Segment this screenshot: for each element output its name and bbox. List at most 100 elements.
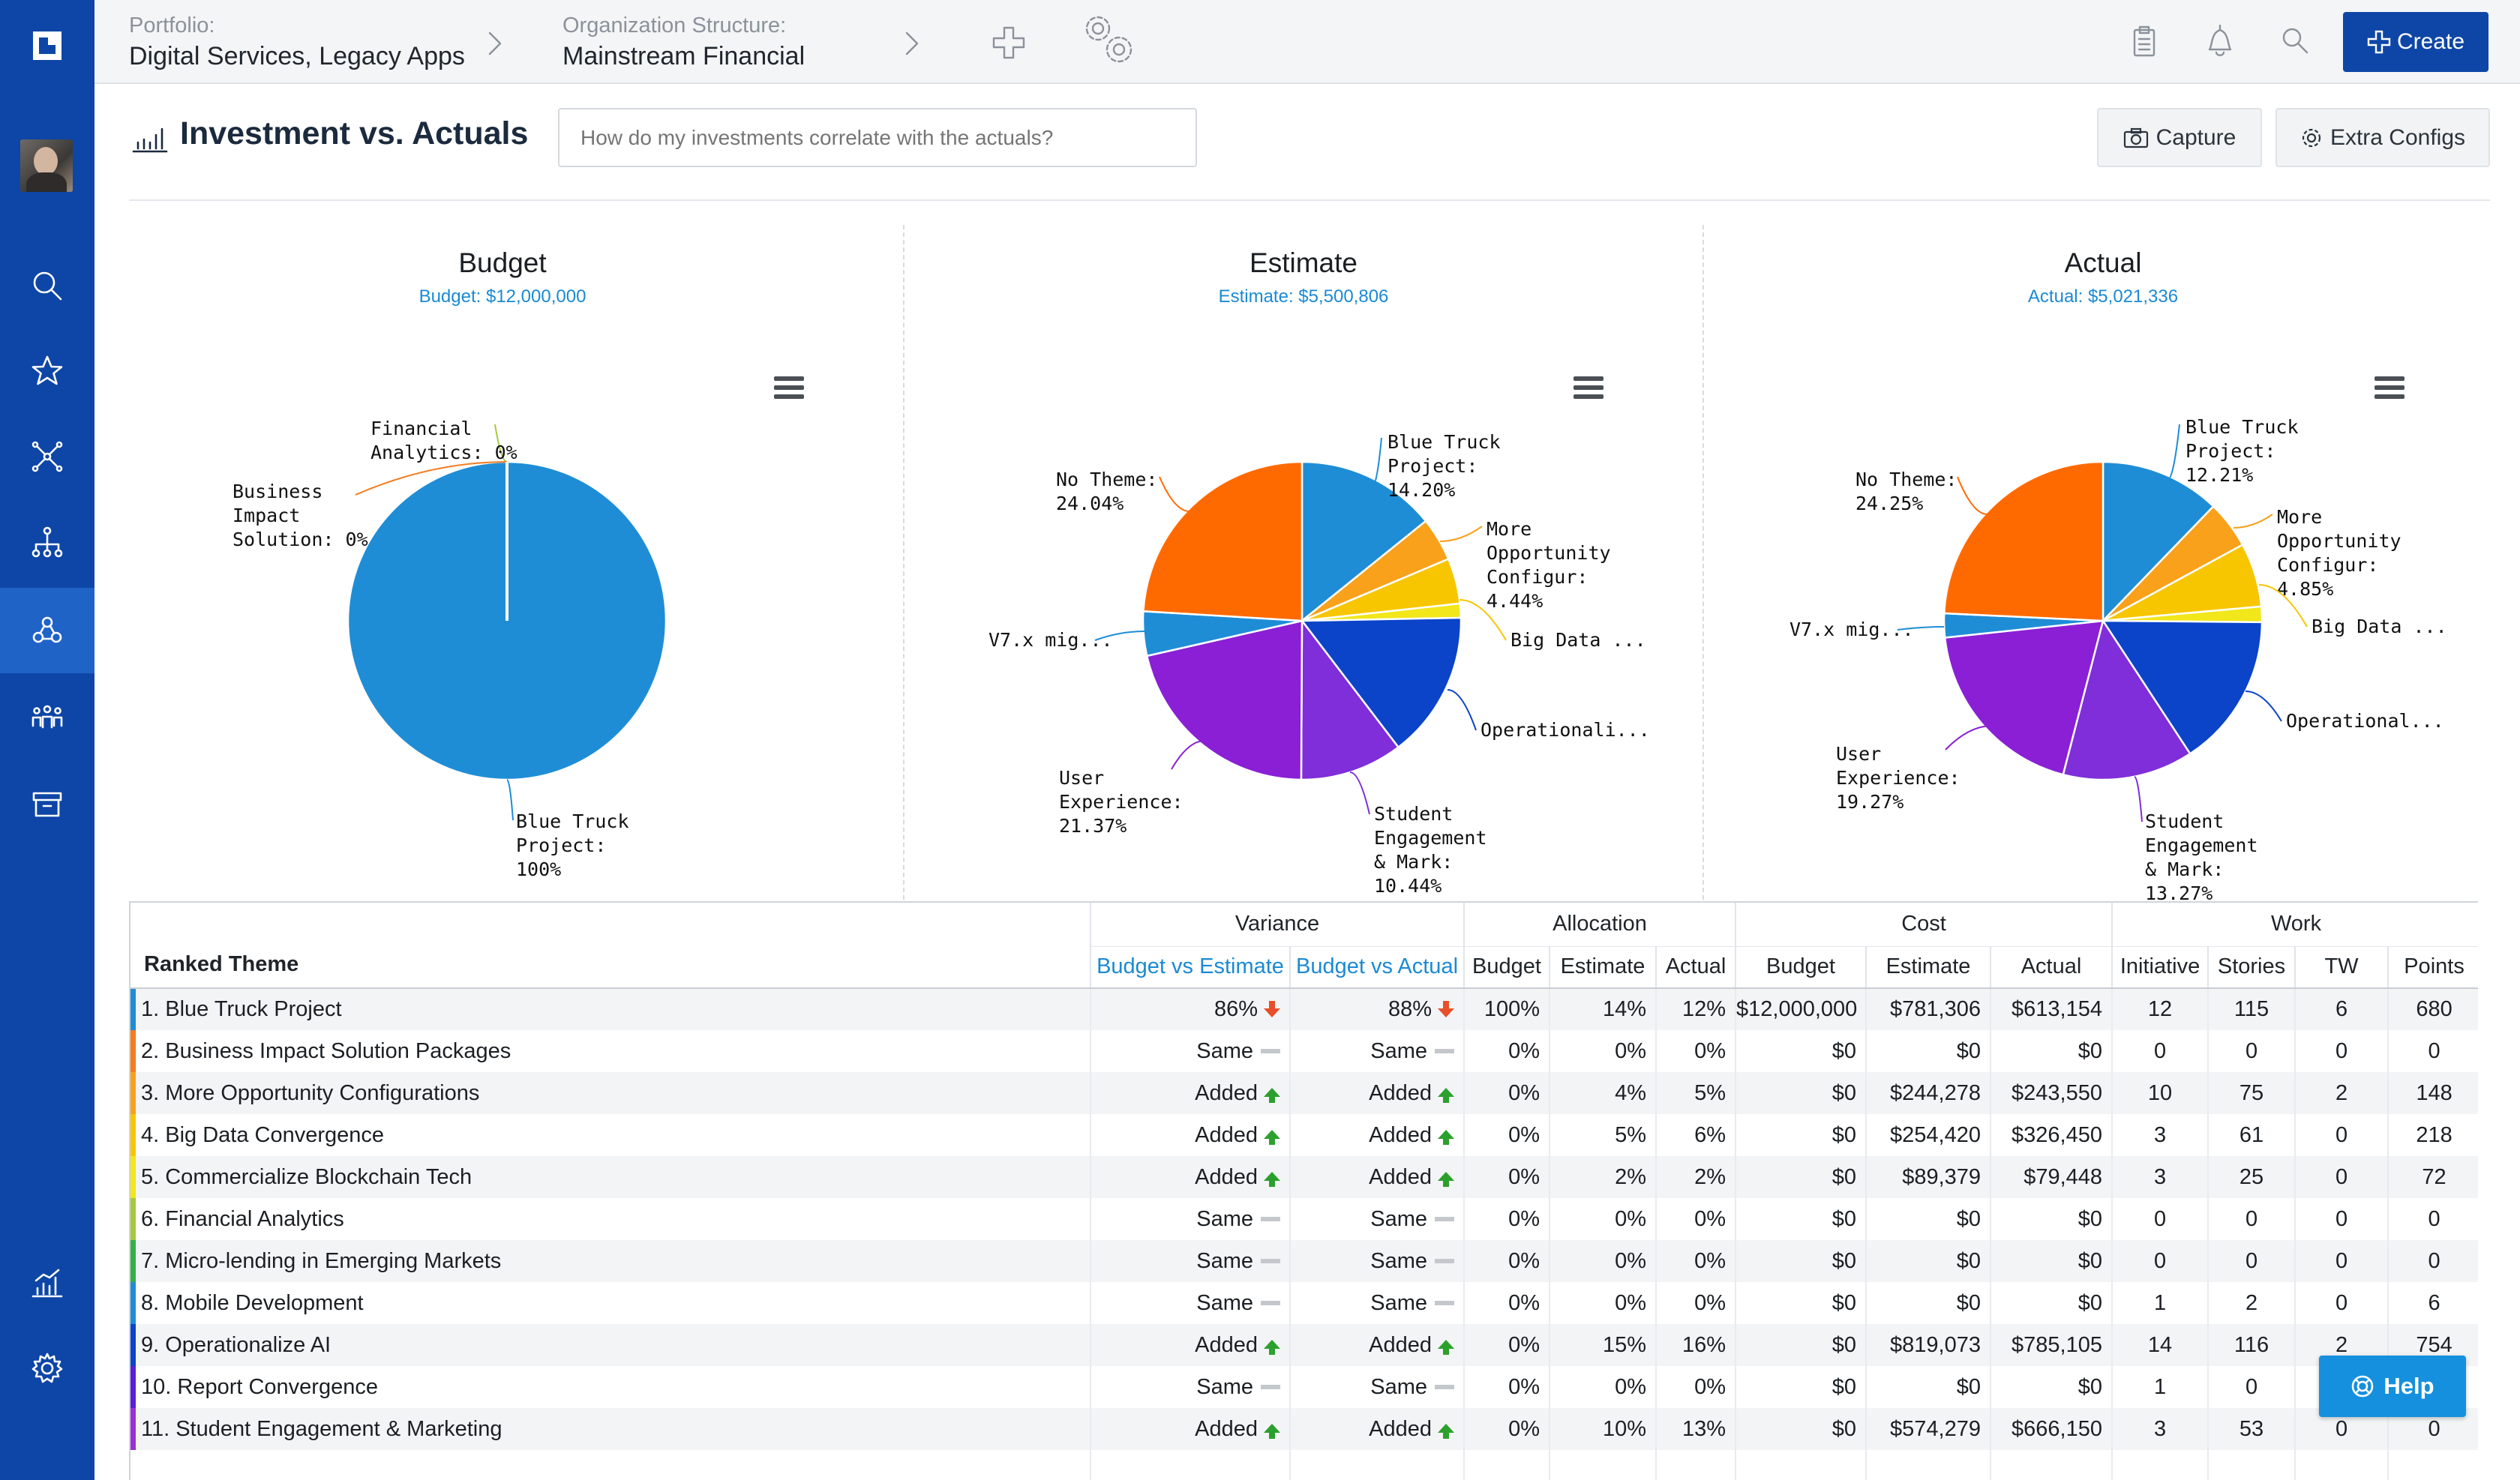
hierarchy-icon[interactable] — [0, 499, 94, 585]
chevron-right-icon[interactable] — [486, 30, 504, 61]
theme-name-cell[interactable]: 8. Mobile Development — [130, 1282, 1091, 1324]
allocation-actual-header[interactable]: Actual — [1656, 945, 1737, 989]
pie-slice[interactable] — [2062, 618, 2192, 781]
analytics-icon[interactable] — [0, 1240, 94, 1326]
allocation-cell: 14% — [1550, 988, 1657, 1030]
table-row[interactable]: 3. More Opportunity Configurations Added A… — [130, 1072, 2478, 1114]
work-tw-header[interactable]: TW — [2295, 945, 2390, 989]
org-value[interactable]: Mainstream Financial — [562, 42, 806, 70]
estimate-chart-title: Estimate — [1250, 247, 1358, 278]
theme-name-cell[interactable]: 5. Commercialize Blockchain Tech — [130, 1156, 1091, 1198]
search-icon[interactable] — [0, 243, 94, 328]
star-icon[interactable] — [0, 328, 94, 414]
theme-name-cell[interactable]: 1. Blue Truck Project — [130, 988, 1091, 1030]
team-icon[interactable] — [0, 588, 94, 673]
pie-slice[interactable] — [1142, 460, 1304, 622]
create-button[interactable]: Create — [2343, 12, 2488, 72]
people-icon[interactable] — [0, 675, 94, 760]
theme-name-cell[interactable]: 4. Big Data Convergence — [130, 1114, 1091, 1156]
pie-data-label: More Opportunity Configur: 4.85% — [2277, 506, 2402, 600]
capture-button[interactable]: Capture — [2097, 108, 2262, 167]
chevron-right-icon[interactable] — [903, 30, 921, 61]
work-cell: 0 — [2295, 1030, 2390, 1072]
theme-name-cell[interactable]: 9. Operationalize AI — [130, 1324, 1091, 1366]
arrow-up-icon — [1438, 1339, 1454, 1355]
search-icon[interactable] — [2280, 25, 2310, 59]
table-row[interactable]: 2. Business Impact Solution Packages Same… — [130, 1030, 2478, 1072]
org-label: Organization Structure: — [562, 13, 787, 37]
actual-chart-menu-icon[interactable] — [2374, 376, 2404, 399]
cost-actual-header[interactable]: Actual — [1990, 945, 2114, 989]
budget-vs-actual-cell: Same — [1290, 1366, 1465, 1408]
table-row[interactable]: 6. Financial Analytics Same Same 0% 0% 0% $0 $0… — [130, 1198, 2478, 1240]
cost-budget-header[interactable]: Budget — [1736, 945, 1868, 989]
table-row[interactable]: 5. Commercialize Blockchain Tech Added Add… — [130, 1156, 2478, 1198]
budget-vs-actual-header[interactable]: Budget vs Actual — [1290, 945, 1465, 989]
dash-icon — [1435, 1258, 1454, 1263]
pie-slice[interactable] — [1943, 619, 2104, 776]
plus-icon[interactable] — [992, 25, 1026, 64]
pie-slice[interactable] — [2102, 460, 2215, 624]
work-initiative-header[interactable]: Initiative — [2112, 945, 2210, 989]
budget-vs-estimate-cell: Same — [1090, 1030, 1291, 1072]
pie-slice[interactable] — [1300, 616, 1462, 749]
work-cell: 72 — [2422, 1164, 2446, 1189]
pie-data-label: Financial Analytics: 0% — [370, 418, 518, 463]
theme-name: 2. Business Impact Solution Packages — [141, 1038, 512, 1063]
theme-name-cell[interactable]: 7. Micro-lending in Emerging Markets — [130, 1240, 1091, 1282]
table-row[interactable]: 9. Operationalize AI Added Added 0% 15% 16% $0… — [130, 1324, 2478, 1366]
portfolio-value[interactable]: Digital Services, Legacy Apps — [129, 42, 465, 70]
extra-configs-button[interactable]: Extra Configs — [2276, 108, 2490, 167]
extra-configs-label: Extra Configs — [2330, 124, 2466, 150]
theme-name-cell[interactable]: 6. Financial Analytics — [130, 1198, 1091, 1240]
clipboard-icon[interactable] — [2132, 24, 2157, 62]
home-logo[interactable] — [0, 3, 94, 88]
table-row[interactable]: 7. Micro-lending in Emerging Markets Same… — [130, 1240, 2478, 1282]
avatar[interactable] — [20, 139, 73, 192]
theme-color-bar — [130, 1030, 136, 1072]
work-cell: 12 — [2112, 988, 2210, 1030]
theme-name-cell[interactable]: 2. Business Impact Solution Packages — [130, 1030, 1091, 1072]
pie-slice[interactable] — [1942, 460, 2104, 622]
work-cell: 2 — [2295, 1072, 2390, 1114]
help-button[interactable]: Help — [2319, 1356, 2466, 1417]
question-input[interactable] — [558, 108, 1197, 167]
budget-vs-estimate-header[interactable]: Budget vs Estimate — [1090, 945, 1291, 989]
table-row[interactable]: 10. Report Convergence Same Same 0% 0% 0% $0 $0… — [130, 1366, 2478, 1408]
budget-chart-menu-icon[interactable] — [774, 376, 804, 399]
settings-icon[interactable] — [0, 1326, 94, 1411]
pie-slice[interactable] — [1145, 619, 1304, 781]
allocation-cell: 10% — [1550, 1408, 1657, 1450]
allocation-budget-header[interactable]: Budget — [1464, 945, 1550, 989]
work-points-header[interactable]: Points — [2388, 945, 2478, 989]
cost-estimate-header[interactable]: Estimate — [1866, 945, 1992, 989]
theme-name-cell[interactable]: 10. Report Convergence — [130, 1366, 1091, 1408]
cost-cell: $0 — [1990, 1198, 2114, 1240]
theme-name-cell[interactable]: 11. Student Engagement & Marketing — [130, 1408, 1091, 1450]
ranked-theme-header[interactable]: Ranked Theme — [130, 903, 1091, 989]
theme-name-cell[interactable]: 3. More Opportunity Configurations — [130, 1072, 1091, 1114]
pie-connector — [1159, 476, 1190, 512]
network-icon[interactable] — [0, 414, 94, 499]
table-row[interactable]: 1. Blue Truck Project 86% 88% 100% 14% 12% $12… — [130, 988, 2478, 1030]
table-row[interactable]: 8. Mobile Development Same Same 0% 0% 0% $0 $0 $… — [130, 1282, 2478, 1324]
work-cell: 0 — [2428, 1206, 2440, 1231]
archive-icon[interactable] — [0, 762, 94, 847]
table-row[interactable]: 11. Student Engagement & Marketing Added A… — [130, 1408, 2478, 1450]
work-stories-header[interactable]: Stories — [2208, 945, 2296, 989]
allocation-estimate-header[interactable]: Estimate — [1550, 945, 1657, 989]
pie-data-label: Student Engagement & Mark: 10.44% — [1374, 803, 1487, 897]
pie-connector — [2134, 776, 2143, 822]
empty-cell — [2295, 1450, 2390, 1480]
gears-icon[interactable] — [1080, 12, 1140, 73]
work-cell: 3 — [2112, 1114, 2210, 1156]
pie-slice[interactable] — [1300, 618, 1400, 781]
pie-slice[interactable] — [1300, 460, 1427, 623]
chart-divider — [1702, 225, 1704, 900]
bell-icon[interactable] — [2204, 22, 2236, 62]
pie-slice[interactable] — [2101, 619, 2264, 756]
empty-cell — [1990, 1450, 2114, 1480]
allocation-cell: 0% — [1464, 1072, 1550, 1114]
estimate-chart-menu-icon[interactable] — [1574, 376, 1604, 399]
table-row[interactable]: 4. Big Data Convergence Added Added 0% 5% 6% $… — [130, 1114, 2478, 1156]
